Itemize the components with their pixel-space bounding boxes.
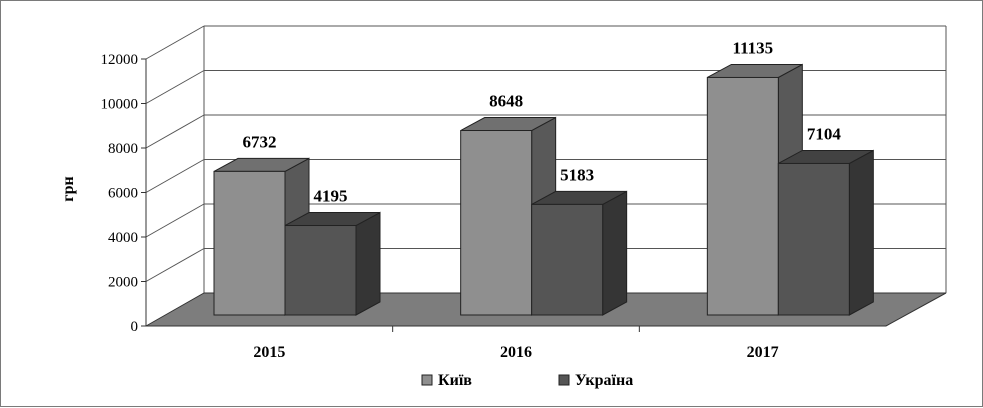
bar	[706, 76, 779, 316]
bar	[531, 203, 604, 316]
y-tick-label: 0	[131, 319, 139, 335]
data-label: 8648	[489, 92, 523, 111]
gridline-side	[145, 114, 205, 149]
data-label: 11135	[733, 38, 774, 57]
legend-label: Київ	[438, 372, 472, 389]
bar	[213, 170, 286, 316]
legend-swatch	[558, 374, 570, 386]
data-label: 7104	[807, 124, 842, 143]
y-tick-label: 8000	[108, 141, 138, 157]
data-label: 5183	[560, 165, 594, 184]
bar-side	[355, 211, 381, 316]
legend-label: Україна	[575, 372, 633, 389]
y-axis-label: грн	[60, 176, 77, 201]
x-tick-label: 2017	[747, 344, 779, 361]
legend-swatch	[421, 374, 433, 386]
legend: Київ Україна	[421, 372, 633, 389]
bar	[460, 130, 533, 316]
gridline-side	[145, 159, 205, 193]
gridline-side	[145, 25, 205, 60]
y-tick-label: 4000	[108, 230, 138, 246]
data-label: 6732	[243, 132, 277, 151]
bar	[284, 225, 357, 316]
y-axis: 0 2000 4000 6000 8000 10000 12000	[101, 52, 147, 335]
data-label: 4195	[314, 187, 348, 206]
y-tick-label: 12000	[101, 52, 139, 68]
y-tick-label: 2000	[108, 275, 138, 291]
x-tick-label: 2015	[253, 344, 285, 361]
y-tick-label: 10000	[101, 97, 139, 113]
gridline-side	[145, 70, 205, 104]
gridline-side	[145, 248, 205, 282]
x-axis: 2015 2016 2017	[146, 325, 886, 361]
gridline-side	[145, 203, 205, 238]
y-tick-label: 6000	[108, 186, 138, 202]
bars: 6732 4195 8648 5183 11135 7104	[213, 38, 874, 316]
x-tick-label: 2016	[500, 344, 532, 361]
bar-side	[848, 149, 874, 316]
bar	[777, 162, 850, 316]
bar-side	[602, 190, 628, 316]
